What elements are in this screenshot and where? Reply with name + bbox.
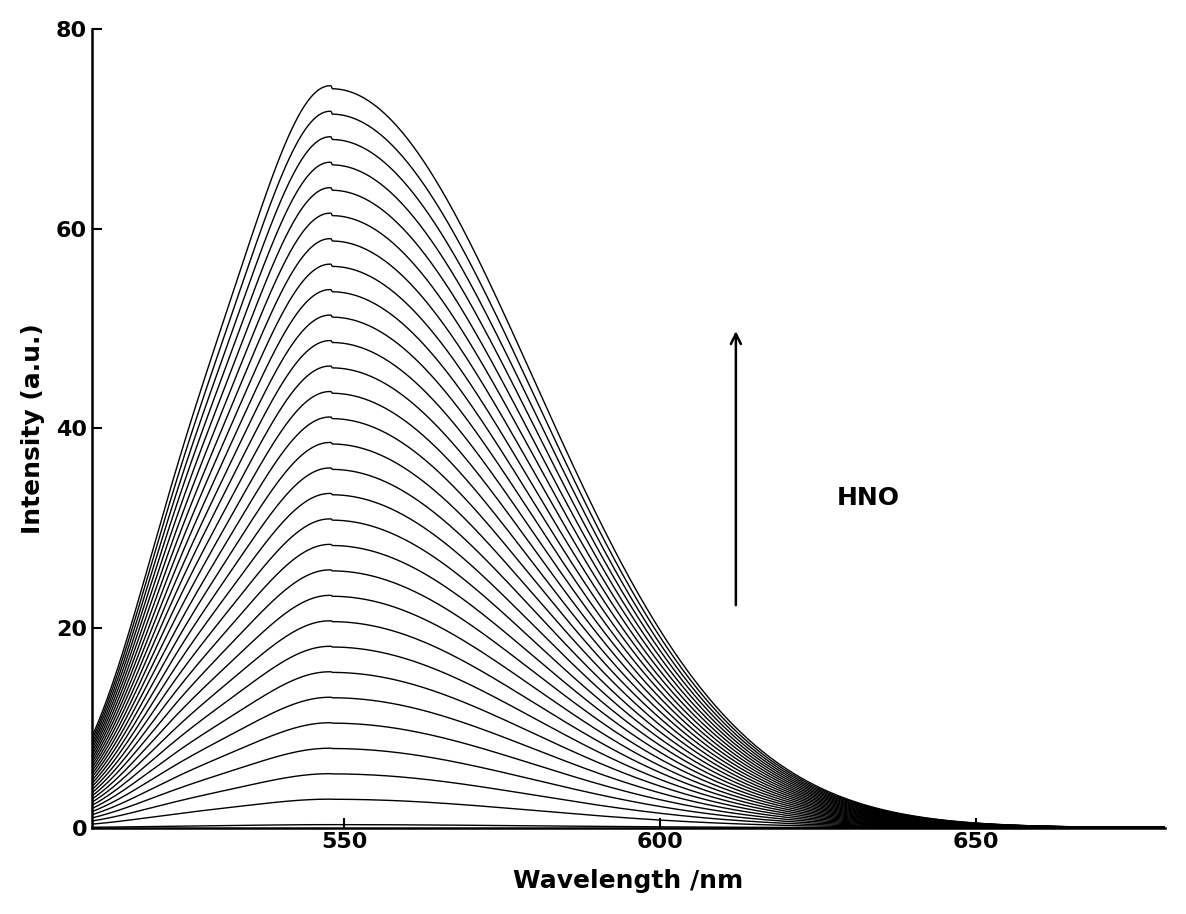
Y-axis label: Intensity (a.u.): Intensity (a.u.) [21,323,45,534]
Text: HNO: HNO [837,486,900,510]
X-axis label: Wavelength /nm: Wavelength /nm [514,869,744,893]
